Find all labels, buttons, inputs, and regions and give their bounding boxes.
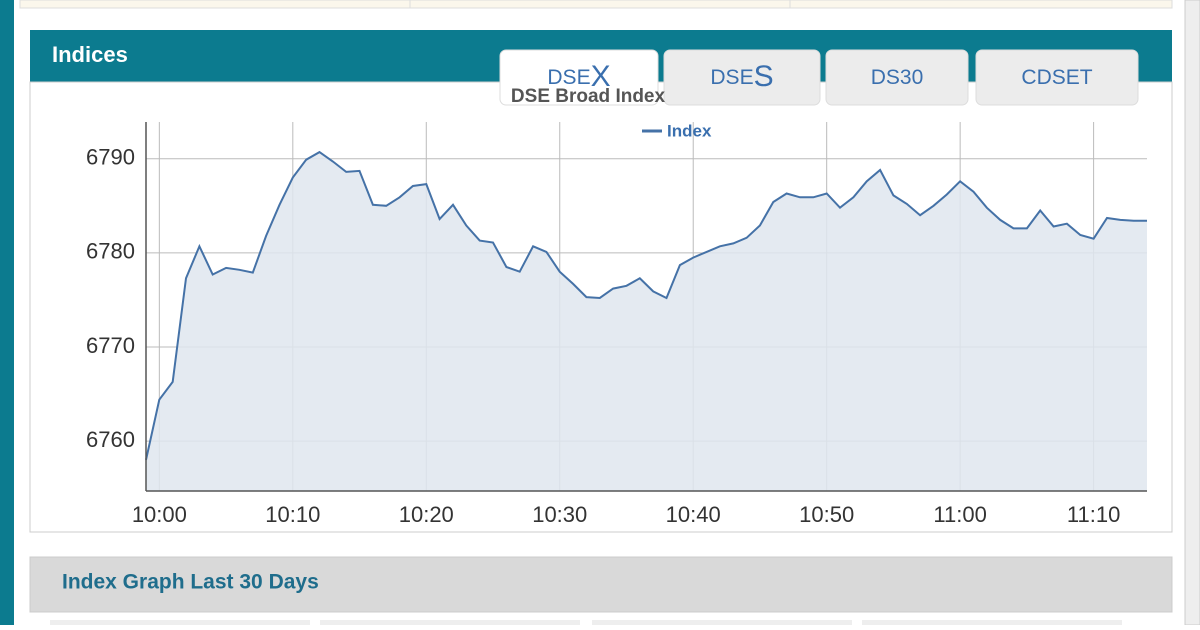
tab[interactable] [663, 49, 821, 106]
tab-label[interactable]: DSEX [547, 60, 610, 93]
x-tick-label: 10:40 [666, 502, 721, 527]
y-tick-label: 6770 [86, 333, 135, 358]
thumb [862, 620, 1122, 630]
thumb [592, 620, 852, 630]
tab-label[interactable]: DS30 [871, 66, 924, 89]
thumb [320, 620, 580, 630]
panel-title: Indices [52, 42, 128, 67]
tabs: DSEX DSES DS30 CDSET [499, 49, 1139, 106]
tab-label-part[interactable]: S [754, 60, 774, 93]
tab[interactable] [975, 49, 1139, 106]
tab[interactable] [499, 49, 659, 106]
x-tick-label: 10:20 [399, 502, 454, 527]
x-tick-label: 10:10 [265, 502, 320, 527]
right-strip [1184, 0, 1200, 626]
tab-label-part[interactable]: DS30 [871, 66, 924, 89]
plot: 6760 6770 6780 6790 10:00 10:10 10:20 10:30 10:4… [86, 121, 1147, 527]
tab-label[interactable]: CDSET [1021, 66, 1092, 89]
tab-label[interactable]: DSES [710, 60, 773, 93]
left-bar [0, 0, 14, 625]
y-tick-label: 6790 [86, 145, 135, 170]
top-strip [19, 0, 1173, 9]
legend-label: Index [667, 121, 712, 140]
x-tick-label: 10:00 [132, 502, 187, 527]
x-tick-label: 10:30 [532, 502, 587, 527]
area [146, 152, 1147, 491]
tab[interactable] [825, 49, 969, 106]
line [145, 150, 1147, 461]
tab-label-part[interactable]: X [591, 60, 611, 93]
y-tick-label: 6760 [86, 427, 135, 452]
x-tick-label: 10:50 [799, 502, 854, 527]
chart-title: DSE Broad Index [511, 86, 666, 107]
tab-label-part[interactable]: DSE [547, 66, 590, 89]
section-header [29, 556, 1173, 613]
x-tick-label: 11:10 [1067, 502, 1120, 527]
tab-label-part[interactable]: DSE [710, 66, 753, 89]
x-tick-label: 11:00 [933, 502, 986, 527]
tab-label-part[interactable]: CDSET [1021, 66, 1092, 89]
y-tick-label: 6780 [86, 239, 135, 264]
thumb [50, 620, 310, 630]
section-title: Index Graph Last 30 Days [62, 571, 319, 594]
